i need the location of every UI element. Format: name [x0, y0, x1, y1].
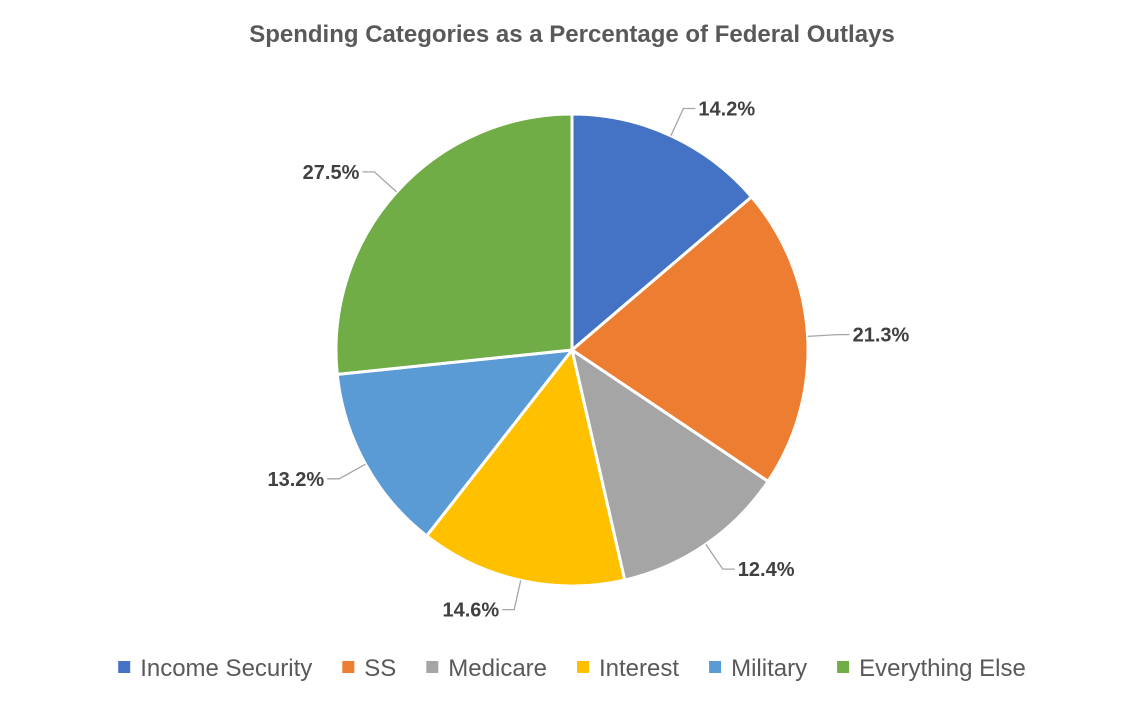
legend-swatch-medicare	[426, 661, 439, 673]
legend-item-ss: SS	[342, 655, 396, 682]
legend-item-income-security: Income Security	[118, 655, 312, 682]
legend-label-interest: Interest	[599, 655, 679, 682]
legend-item-everything-else: Everything Else	[837, 655, 1026, 682]
legend-swatch-interest	[577, 661, 589, 673]
leader-line-interest	[502, 580, 522, 611]
pie-slices	[334, 112, 810, 588]
legend-swatch-military	[709, 661, 722, 673]
data-label-ss: 21.3%	[853, 325, 910, 347]
slice-everything-else	[334, 112, 574, 376]
slice-military	[335, 348, 574, 538]
legend-swatch-ss	[342, 661, 355, 673]
leader-line-medicare	[705, 544, 735, 570]
slice-income-security	[570, 112, 754, 352]
data-label-medicare: 12.4%	[738, 559, 795, 581]
legend-item-military: Military	[709, 655, 807, 682]
legend-label-ss: SS	[364, 655, 396, 682]
slice-interest	[425, 348, 627, 588]
legend-label-medicare: Medicare	[448, 655, 547, 682]
leader-line-military	[327, 463, 366, 480]
data-label-interest: 14.6%	[442, 600, 499, 622]
legend-swatch-income-security	[118, 661, 131, 673]
leader-line-everything-else	[362, 171, 398, 193]
leader-line-ss	[807, 333, 850, 338]
leader-line-income-security	[670, 107, 696, 136]
data-label-everything-else: 27.5%	[303, 162, 360, 184]
legend: Income Security SS Medicare Interest Militar…	[118, 655, 1026, 682]
data-labels: 14.2% 21.3% 12.4% 14.6% 13.2% 27.5%	[267, 99, 909, 622]
legend-item-interest: Interest	[577, 655, 679, 682]
data-label-military: 13.2%	[267, 469, 324, 491]
legend-label-income-security: Income Security	[140, 655, 312, 682]
leader-lines	[327, 107, 850, 611]
chart-title: Spending Categories as a Percentage of F…	[249, 21, 895, 48]
legend-label-everything-else: Everything Else	[859, 655, 1026, 682]
legend-swatch-everything-else	[837, 661, 850, 673]
legend-item-medicare: Medicare	[426, 655, 547, 682]
legend-label-military: Military	[731, 655, 807, 682]
data-label-income-security: 14.2%	[698, 99, 755, 121]
